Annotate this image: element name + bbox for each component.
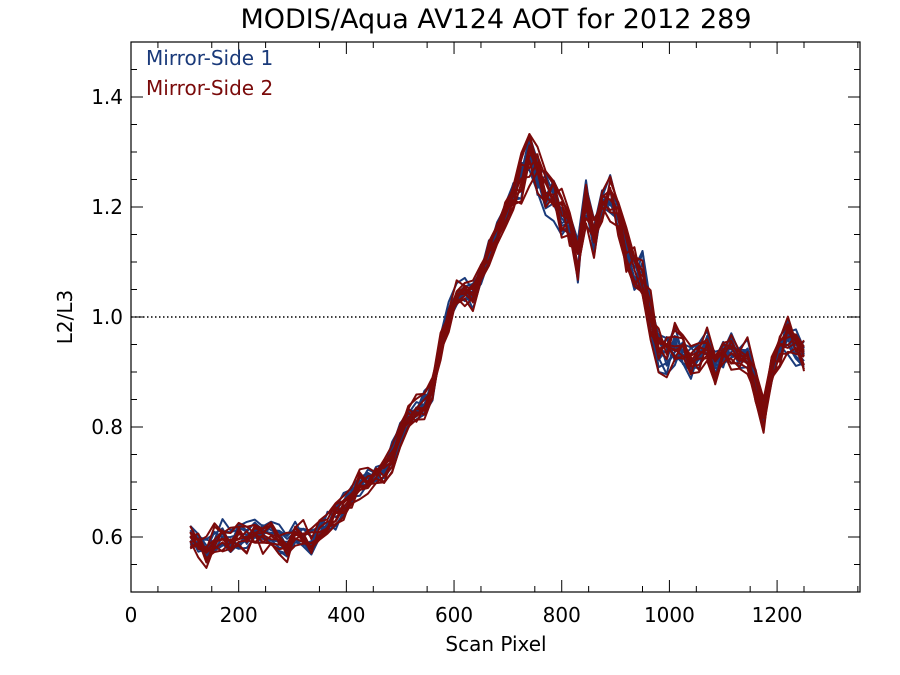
x-tick-label: 800 [543,603,581,627]
y-tick-label: 1.4 [91,85,123,109]
x-tick-label: 0 [125,603,138,627]
series-line-mirror-side-2 [189,133,805,551]
x-tick-label: 200 [220,603,258,627]
axis-ticks [130,42,860,592]
series-line-mirror-side-2 [189,133,805,546]
y-tick-label: 0.8 [91,415,123,439]
axis-tick-labels: 0 200 400 600 800 1000 1200 0.6 0.8 1.0 1.2 1.4 [91,85,802,627]
x-tick-label: 400 [327,603,365,627]
x-tick-label: 1000 [644,603,695,627]
y-tick-label: 1.2 [91,195,123,219]
y-tick-label: 0.6 [91,525,123,549]
y-tick-label: 1.0 [91,305,123,329]
legend-entry-mirror-side-1: Mirror-Side 1 [146,46,273,70]
x-axis-label: Scan Pixel [445,632,546,656]
y-axis-label: L2/L3 [53,290,77,344]
data-series [189,133,805,569]
series-line-mirror-side-1 [189,138,805,544]
legend-entry-mirror-side-2: Mirror-Side 2 [146,76,273,100]
x-tick-label: 1200 [752,603,803,627]
legend: Mirror-Side 1 Mirror-Side 2 [146,46,273,100]
chart-title: MODIS/Aqua AV124 AOT for 2012 289 [240,4,751,35]
x-tick-label: 600 [435,603,473,627]
series-line-mirror-side-2 [189,155,805,556]
